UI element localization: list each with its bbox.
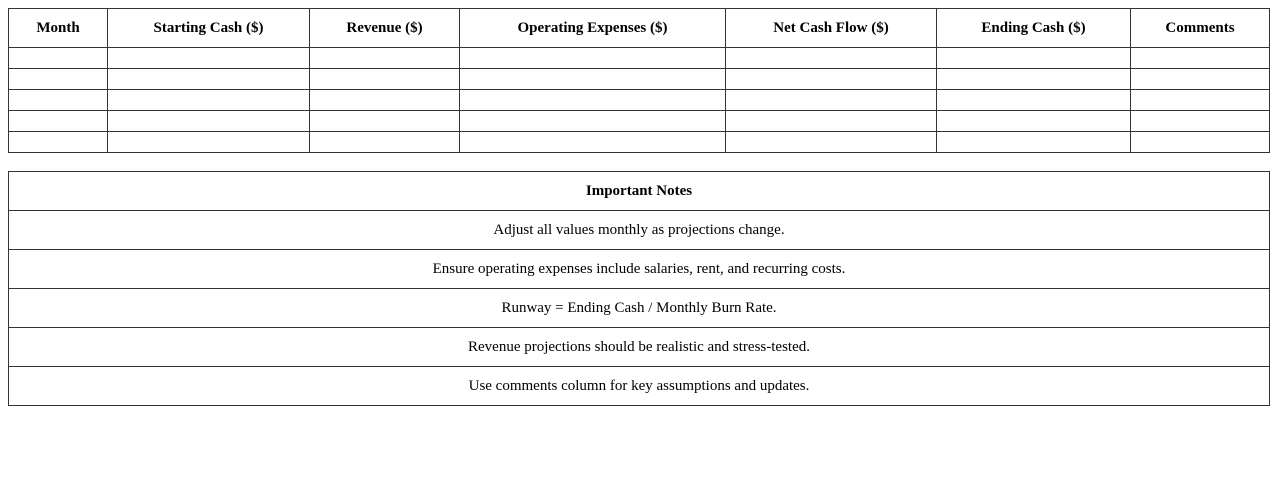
table-cell[interactable] (459, 68, 726, 90)
table-cell[interactable] (309, 110, 460, 132)
table-cell[interactable] (107, 110, 310, 132)
column-header: Net Cash Flow ($) (725, 8, 937, 48)
table-cell[interactable] (8, 89, 108, 111)
table-cell[interactable] (309, 131, 460, 153)
table-cell[interactable] (725, 47, 937, 69)
table-cell[interactable] (107, 47, 310, 69)
note-row: Runway = Ending Cash / Monthly Burn Rate… (8, 288, 1270, 328)
table-row (8, 89, 1270, 111)
note-row: Revenue projections should be realistic … (8, 327, 1270, 367)
cash-flow-table: Month Starting Cash ($) Revenue ($) Operati… (8, 8, 1270, 153)
column-header: Month (8, 8, 108, 48)
table-cell[interactable] (725, 131, 937, 153)
table-row (8, 110, 1270, 132)
table-row (8, 68, 1270, 90)
note-text: Revenue projections should be realistic … (8, 327, 1270, 367)
note-row: Adjust all values monthly as projections… (8, 210, 1270, 250)
column-header: Comments (1130, 8, 1270, 48)
table-cell[interactable] (936, 47, 1131, 69)
table-cell[interactable] (459, 131, 726, 153)
column-header: Starting Cash ($) (107, 8, 310, 48)
note-text: Adjust all values monthly as projections… (8, 210, 1270, 250)
table-cell[interactable] (725, 110, 937, 132)
header-row: Month Starting Cash ($) Revenue ($) Operati… (8, 8, 1270, 48)
table-cell[interactable] (107, 68, 310, 90)
table-cell[interactable] (8, 47, 108, 69)
table-cell[interactable] (1130, 47, 1270, 69)
note-row: Ensure operating expenses include salari… (8, 249, 1270, 289)
column-header: Operating Expenses ($) (459, 8, 726, 48)
table-cell[interactable] (8, 110, 108, 132)
table-cell[interactable] (459, 89, 726, 111)
table-cell[interactable] (936, 110, 1131, 132)
table-cell[interactable] (309, 47, 460, 69)
note-row: Use comments column for key assumptions … (8, 366, 1270, 406)
table-cell[interactable] (1130, 131, 1270, 153)
table-cell[interactable] (1130, 110, 1270, 132)
table-cell[interactable] (725, 68, 937, 90)
table-cell[interactable] (8, 68, 108, 90)
table-cell[interactable] (725, 89, 937, 111)
note-text: Use comments column for key assumptions … (8, 366, 1270, 406)
important-notes-table: Important Notes Adjust all values monthl… (8, 171, 1270, 406)
table-cell[interactable] (936, 68, 1131, 90)
table-cell[interactable] (1130, 68, 1270, 90)
table-cell[interactable] (107, 131, 310, 153)
table-row (8, 47, 1270, 69)
table-row (8, 131, 1270, 153)
table-cell[interactable] (459, 110, 726, 132)
table-cell[interactable] (936, 89, 1131, 111)
table-cell[interactable] (459, 47, 726, 69)
table-cell[interactable] (309, 89, 460, 111)
notes-title: Important Notes (8, 171, 1270, 211)
note-text: Ensure operating expenses include salari… (8, 249, 1270, 289)
table-cell[interactable] (107, 89, 310, 111)
note-text: Runway = Ending Cash / Monthly Burn Rate… (8, 288, 1270, 328)
column-header: Ending Cash ($) (936, 8, 1131, 48)
column-header: Revenue ($) (309, 8, 460, 48)
table-cell[interactable] (936, 131, 1131, 153)
table-cell[interactable] (8, 131, 108, 153)
table-cell[interactable] (1130, 89, 1270, 111)
table-cell[interactable] (309, 68, 460, 90)
